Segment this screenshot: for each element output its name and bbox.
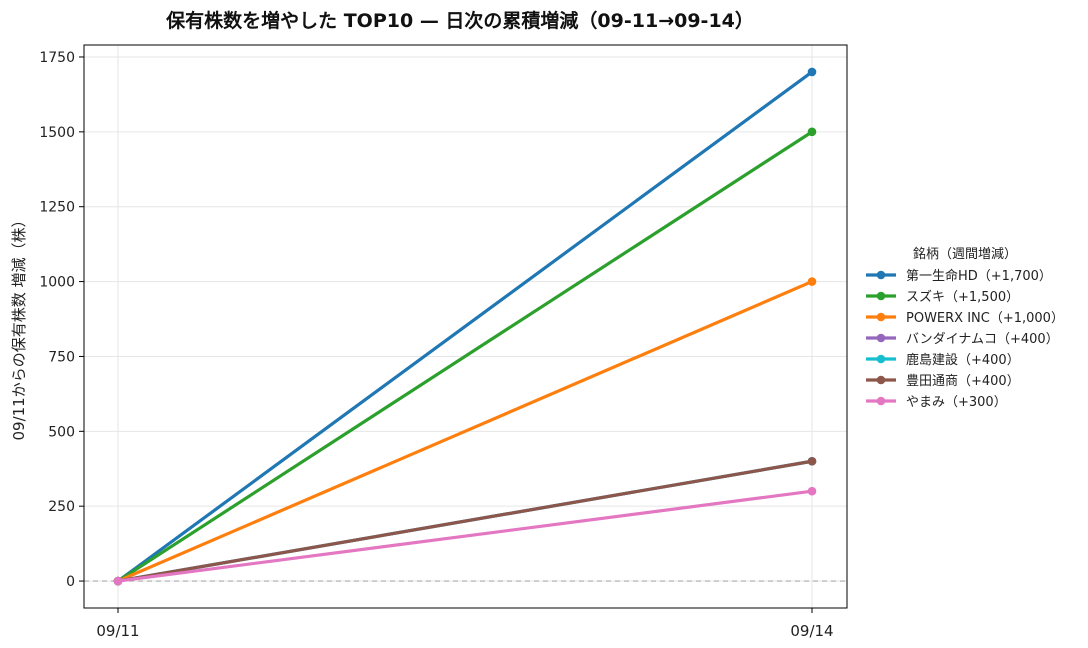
data-point — [807, 456, 817, 466]
legend-marker — [876, 354, 886, 364]
legend-item: スズキ（+1,500） — [866, 289, 1019, 305]
y-tick-label: 1000 — [39, 275, 75, 291]
legend: 銘柄（週間増減） 第一生命HD（+1,700） スズキ（+1,500） POWERX… — [866, 246, 1064, 410]
y-tick-label: 1500 — [39, 125, 75, 141]
legend-label: スズキ（+1,500） — [906, 289, 1019, 305]
legend-marker — [876, 291, 886, 301]
legend-item: やまみ（+300） — [866, 395, 1007, 410]
legend-item: 第一生命HD（+1,700） — [866, 268, 1052, 284]
legend-marker — [876, 396, 886, 406]
series-line — [117, 280, 813, 583]
legend-marker — [876, 270, 886, 280]
x-tick-label: 09/14 — [790, 622, 833, 640]
legend-marker — [876, 375, 886, 385]
grid — [84, 45, 847, 608]
series-group — [113, 67, 817, 586]
series-7 — [113, 486, 817, 586]
x-tick-label: 09/11 — [96, 622, 139, 640]
legend-marker — [876, 333, 886, 343]
data-point — [807, 67, 817, 77]
y-tick-label: 750 — [48, 349, 75, 365]
y-tick-label: 1750 — [39, 50, 75, 66]
data-point — [807, 486, 817, 496]
legend-label: POWERX INC（+1,000） — [906, 311, 1064, 326]
chart-title: 保有株数を増やした TOP10 — 日次の累積増減（09-11→09-14） — [165, 9, 754, 32]
legend-item: 豊田通商（+400） — [866, 374, 1020, 389]
series-line — [117, 70, 813, 583]
y-axis-label: 09/11からの保有株数 増減（株） — [10, 213, 28, 441]
legend-item: 鹿島建設（+400） — [866, 352, 1020, 368]
y-tick-label: 0 — [66, 574, 75, 590]
legend-label: 豊田通商（+400） — [906, 374, 1020, 389]
data-point — [807, 277, 817, 286]
legend-label: バンダイナムコ（+400） — [906, 332, 1059, 347]
legend-label: 第一生命HD（+1,700） — [906, 268, 1052, 284]
legend-marker — [876, 312, 886, 322]
series-line — [117, 130, 813, 583]
series-line — [117, 489, 813, 583]
series-line — [117, 459, 813, 583]
plot-frame — [83, 44, 848, 609]
data-point — [113, 576, 123, 586]
legend-title: 銘柄（週間増減） — [913, 246, 1017, 262]
axis-ticks: 0 250 500 750 1000 1250 1500 1750 09/11 09/14 — [39, 50, 833, 640]
data-point — [807, 127, 817, 137]
legend-item: バンダイナムコ（+400） — [866, 332, 1059, 347]
legend-item: POWERX INC（+1,000） — [866, 311, 1064, 326]
series-6 — [113, 456, 817, 586]
y-tick-label: 250 — [48, 499, 75, 515]
y-tick-label: 1250 — [39, 200, 75, 216]
legend-label: 鹿島建設（+400） — [906, 352, 1020, 368]
y-tick-label: 500 — [48, 424, 75, 440]
legend-label: やまみ（+300） — [906, 395, 1007, 410]
